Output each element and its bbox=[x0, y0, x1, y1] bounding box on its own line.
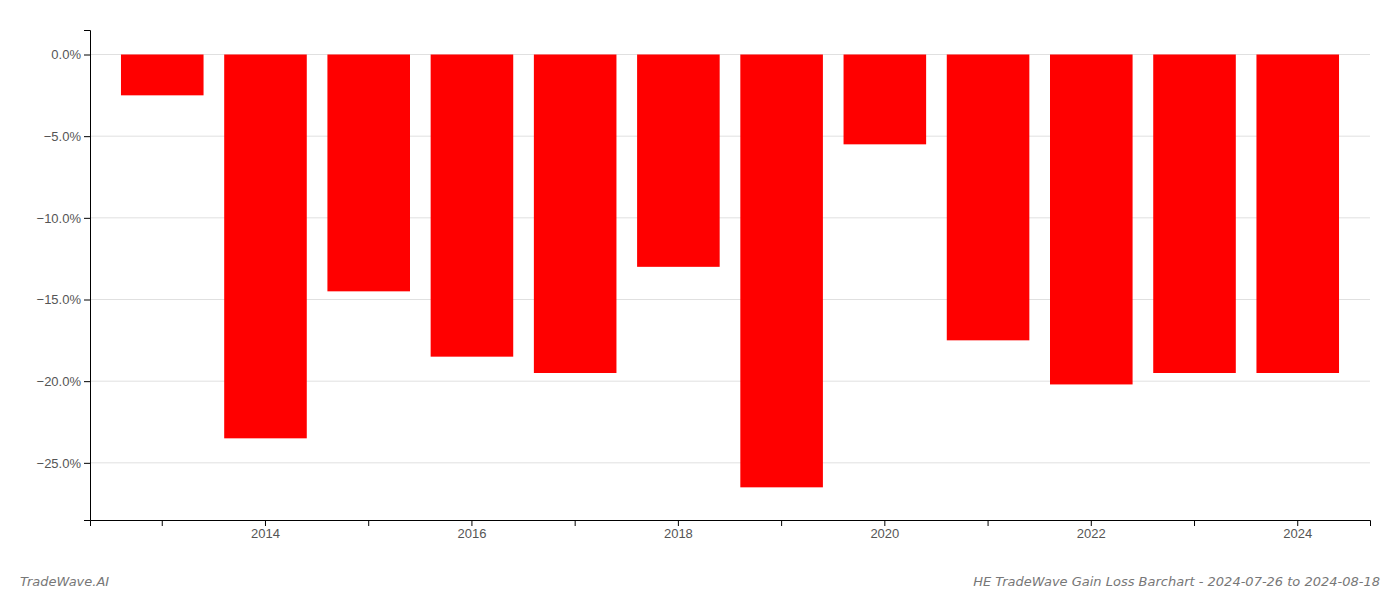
x-tick-mark bbox=[678, 520, 679, 526]
x-axis-line bbox=[91, 521, 1371, 527]
bars bbox=[121, 55, 1339, 488]
x-tick-mark bbox=[575, 520, 576, 526]
bar bbox=[1256, 55, 1339, 374]
x-tick bbox=[162, 520, 163, 526]
x-tick-mark bbox=[988, 520, 989, 526]
x-tick-mark bbox=[884, 520, 885, 526]
y-tick: 0.0% bbox=[51, 47, 90, 62]
x-tick-label: 2020 bbox=[870, 526, 899, 541]
x-tick-mark bbox=[1091, 520, 1092, 526]
bar bbox=[844, 55, 927, 145]
y-tick-mark bbox=[84, 381, 90, 382]
plot: 0.0%−5.0%−10.0%−15.0%−20.0%−25.0%2014201… bbox=[37, 31, 1371, 542]
x-tick: 2014 bbox=[251, 520, 280, 541]
y-tick: −25.0% bbox=[37, 455, 90, 470]
y-axis-line bbox=[84, 31, 91, 521]
x-tick-mark bbox=[1194, 520, 1195, 526]
x-tick-label: 2018 bbox=[664, 526, 693, 541]
bar bbox=[121, 55, 204, 96]
x-tick bbox=[1194, 520, 1195, 526]
title: HE TradeWave Gain Loss Barchart - 2024-0… bbox=[973, 574, 1380, 589]
x-tick-label: 2014 bbox=[251, 526, 280, 541]
x-tick bbox=[988, 520, 989, 526]
y-tick-mark bbox=[84, 300, 90, 301]
y-tick-label: −15.0% bbox=[37, 292, 82, 307]
bar bbox=[327, 55, 410, 292]
x-tick: 2020 bbox=[870, 520, 899, 541]
y-tick-mark bbox=[84, 218, 90, 219]
x-tick-mark bbox=[162, 520, 163, 526]
x-tick: 2022 bbox=[1077, 520, 1106, 541]
annotation: TradeWave.AI bbox=[20, 574, 109, 589]
x-tick: 2018 bbox=[664, 520, 693, 541]
y-tick: −5.0% bbox=[44, 129, 90, 144]
grid-line bbox=[90, 462, 1370, 463]
x-tick-mark bbox=[1297, 520, 1298, 526]
bar bbox=[1050, 55, 1133, 385]
y-tick-label: −5.0% bbox=[44, 129, 82, 144]
bar bbox=[740, 55, 823, 488]
x-tick: 2016 bbox=[457, 520, 486, 541]
bar bbox=[224, 55, 307, 439]
bar bbox=[947, 55, 1030, 341]
x-tick bbox=[781, 520, 782, 526]
x-tick bbox=[368, 520, 369, 526]
y-tick-mark bbox=[84, 55, 90, 56]
y-tick: −10.0% bbox=[37, 210, 90, 225]
x-tick-label: 2024 bbox=[1283, 526, 1312, 541]
y-tick-label: 0.0% bbox=[51, 47, 81, 62]
bar bbox=[534, 55, 617, 374]
y-tick-mark bbox=[84, 463, 90, 464]
x-tick-label: 2022 bbox=[1077, 526, 1106, 541]
x-tick-mark bbox=[781, 520, 782, 526]
y-tick-label: −10.0% bbox=[37, 210, 82, 225]
chart: 0.0%−5.0%−10.0%−15.0%−20.0%−25.0%2014201… bbox=[0, 0, 1400, 600]
x-tick-label: 2016 bbox=[457, 526, 486, 541]
y-tick-label: −20.0% bbox=[37, 374, 82, 389]
x-tick-mark bbox=[368, 520, 369, 526]
bar bbox=[637, 55, 720, 267]
bar bbox=[1153, 55, 1236, 374]
x-tick: 2024 bbox=[1283, 520, 1312, 541]
x-tick-mark bbox=[471, 520, 472, 526]
x-tick bbox=[575, 520, 576, 526]
grid bbox=[90, 55, 1370, 463]
bar bbox=[431, 55, 514, 357]
y-axis: 0.0% −5.0% −10.0% −15.0% −20.0% −25.0% bbox=[37, 31, 91, 521]
x-axis: 2014 2016 2018 2020 2022 2024 bbox=[91, 520, 1371, 541]
y-tick-mark bbox=[84, 136, 90, 137]
y-tick-label: −25.0% bbox=[37, 455, 82, 470]
y-tick: −15.0% bbox=[37, 292, 90, 307]
x-tick-mark bbox=[265, 520, 266, 526]
y-tick: −20.0% bbox=[37, 374, 90, 389]
